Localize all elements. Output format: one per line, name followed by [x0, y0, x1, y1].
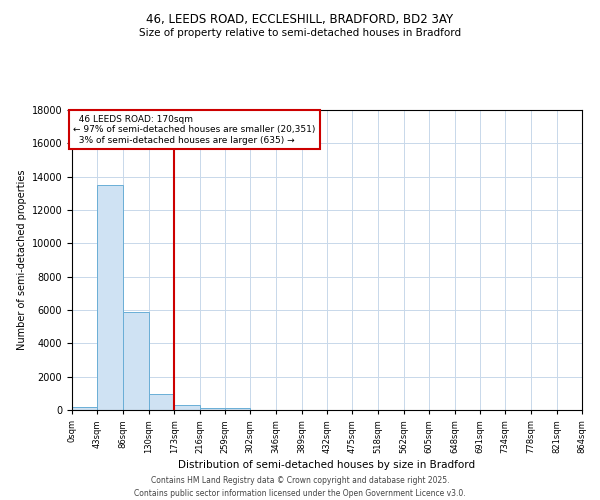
Bar [225, 408, 250, 410]
Bar [199, 408, 225, 410]
Bar [123, 312, 149, 410]
Text: Contains HM Land Registry data © Crown copyright and database right 2025.
Contai: Contains HM Land Registry data © Crown c… [134, 476, 466, 498]
Text: Size of property relative to semi-detached houses in Bradford: Size of property relative to semi-detach… [139, 28, 461, 38]
Bar [72, 406, 97, 410]
Text: 46 LEEDS ROAD: 170sqm
← 97% of semi-detached houses are smaller (20,351)
  3% of: 46 LEEDS ROAD: 170sqm ← 97% of semi-deta… [73, 115, 316, 145]
Bar [149, 394, 174, 410]
Text: 46, LEEDS ROAD, ECCLESHILL, BRADFORD, BD2 3AY: 46, LEEDS ROAD, ECCLESHILL, BRADFORD, BD… [146, 12, 454, 26]
Bar [174, 405, 199, 410]
X-axis label: Distribution of semi-detached houses by size in Bradford: Distribution of semi-detached houses by … [178, 460, 476, 470]
Bar [97, 185, 123, 410]
Y-axis label: Number of semi-detached properties: Number of semi-detached properties [17, 170, 28, 350]
